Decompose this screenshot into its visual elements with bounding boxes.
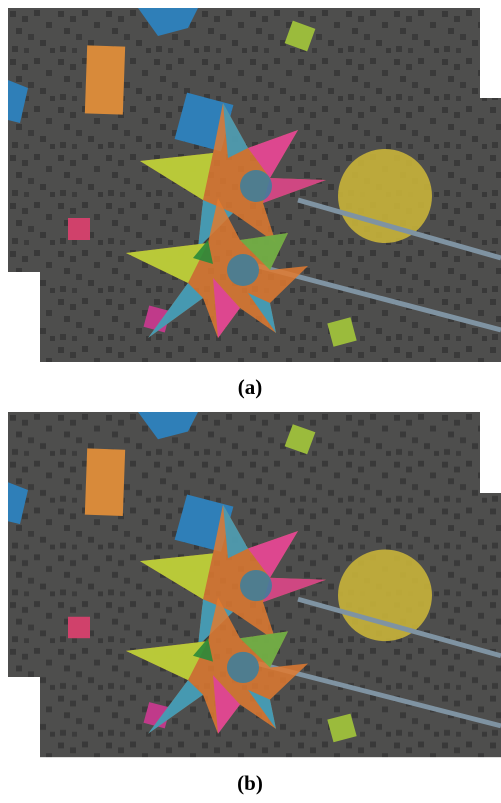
subfigure-label: (b): [237, 771, 263, 795]
image-a: [0, 0, 501, 364]
page: (a) (b) (() => { const data = JSON.parse…: [0, 0, 501, 803]
image-b: [0, 404, 501, 759]
subfigure-label: (a): [238, 375, 263, 399]
figure: (a) (b): [0, 0, 501, 803]
